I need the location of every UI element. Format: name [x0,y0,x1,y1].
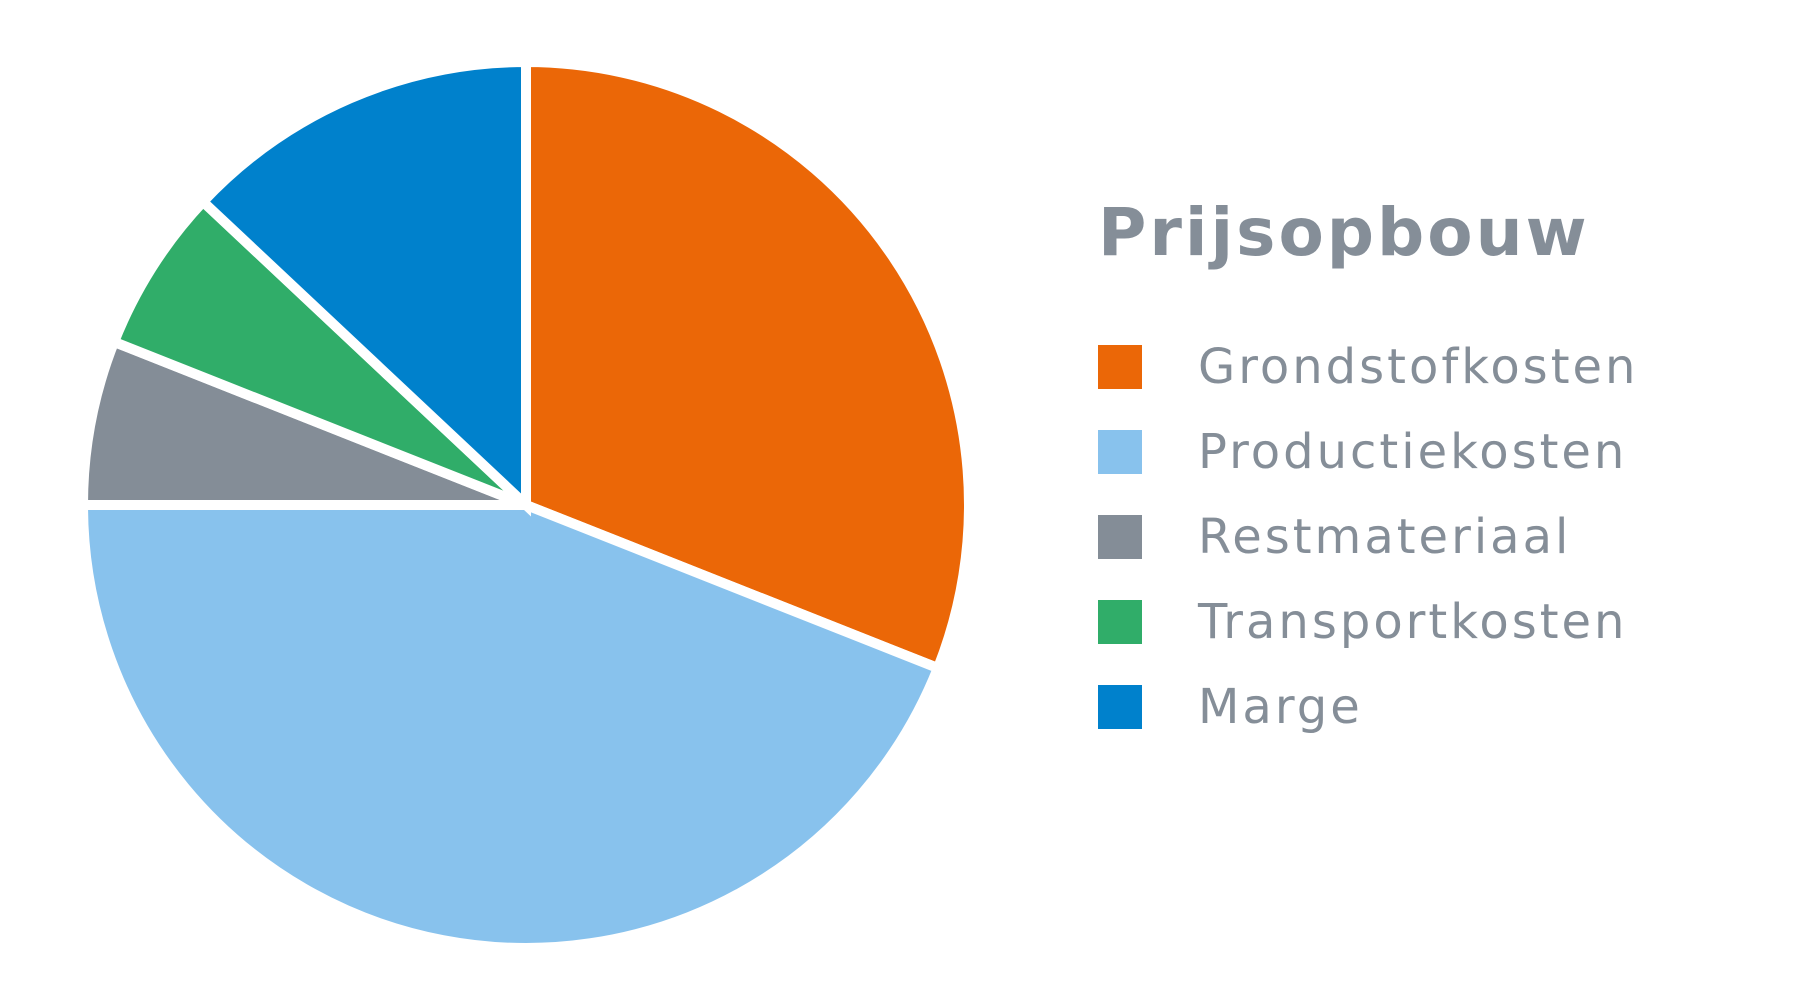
legend-label: Productiekosten [1198,423,1628,480]
legend-label: Transportkosten [1198,593,1628,650]
pie-slice-marge [196,56,531,517]
legend-items: Grondstofkosten Productiekosten Restmateri… [1098,324,1638,749]
pie-slice-grondstofkosten [521,56,974,675]
legend-swatch [1098,599,1142,644]
legend-item-productiekosten: Productiekosten [1098,409,1638,494]
legend-swatch [1098,429,1142,474]
pie-slice-transportkosten [107,194,530,510]
legend-swatch [1098,684,1142,729]
legend-item-transportkosten: Transportkosten [1098,579,1638,664]
legend: Prijsopbouw Grondstofkosten Productiekost… [1098,200,1638,749]
legend-label: Restmateriaal [1198,508,1572,565]
legend-item-marge: Marge [1098,664,1638,749]
legend-label: Grondstofkosten [1198,338,1639,395]
chart-title: Prijsopbouw [1098,194,1590,271]
legend-label: Marge [1198,678,1363,735]
legend-item-grondstofkosten: Grondstofkosten [1098,324,1638,409]
legend-swatch [1098,344,1142,389]
legend-item-restmateriaal: Restmateriaal [1098,494,1638,579]
pie-slice-productiekosten [77,500,945,953]
legend-swatch [1098,514,1142,559]
